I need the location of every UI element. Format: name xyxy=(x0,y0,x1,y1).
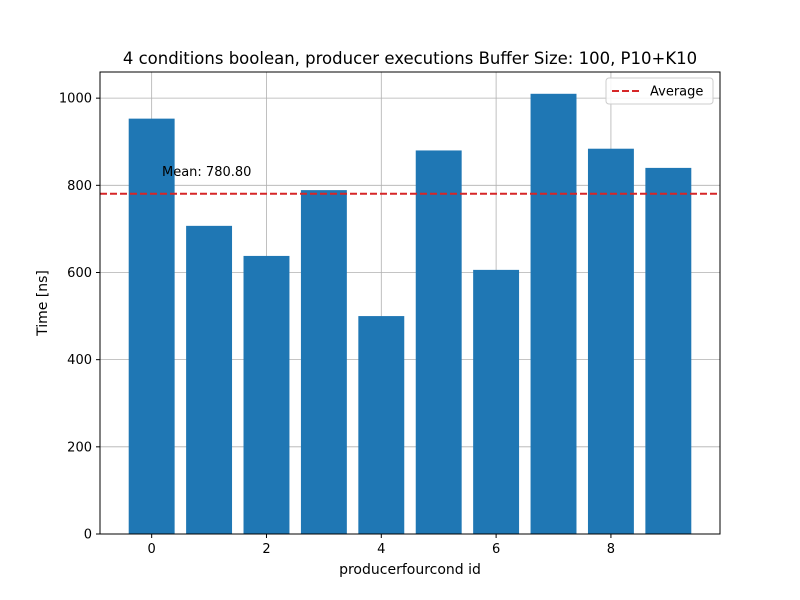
x-axis-label: producerfourcond id xyxy=(339,562,481,578)
x-tick-label: 6 xyxy=(492,542,500,557)
y-axis-label: Time [ns] xyxy=(35,270,51,337)
mean-annotation: Mean: 780.80 xyxy=(162,165,251,180)
legend-average-label: Average xyxy=(650,85,703,100)
bar xyxy=(300,190,347,534)
legend: Average xyxy=(605,77,714,105)
bars xyxy=(128,93,692,535)
average-line-group: Mean: 780.80 xyxy=(100,165,720,195)
bar xyxy=(358,316,405,534)
bar xyxy=(645,167,692,535)
x-tick-label: 0 xyxy=(148,542,156,557)
y-tick-label: 200 xyxy=(67,440,92,455)
legend-box xyxy=(605,77,714,105)
bar xyxy=(415,150,462,535)
y-tick-label: 0 xyxy=(84,528,92,543)
y-tick-label: 800 xyxy=(67,179,92,194)
chart-title: 4 conditions boolean, producer execution… xyxy=(123,49,697,68)
bar xyxy=(243,255,290,535)
x-tick-label: 4 xyxy=(377,542,385,557)
plot-frame xyxy=(99,71,721,535)
bar xyxy=(128,118,175,534)
y-tick-label: 600 xyxy=(67,266,92,281)
x-tick-label: 2 xyxy=(262,542,270,557)
y-tick-label: 400 xyxy=(67,353,92,368)
y-tick-label: 1000 xyxy=(59,92,92,107)
bar xyxy=(186,225,233,534)
bar xyxy=(530,93,577,534)
bar xyxy=(473,269,520,534)
x-tick-label: 8 xyxy=(607,542,615,557)
y-axis-ticks: 0 200 400 600 800 1000 xyxy=(59,92,100,543)
x-axis-ticks: 0 2 4 6 8 xyxy=(148,534,615,557)
bar xyxy=(587,148,634,535)
